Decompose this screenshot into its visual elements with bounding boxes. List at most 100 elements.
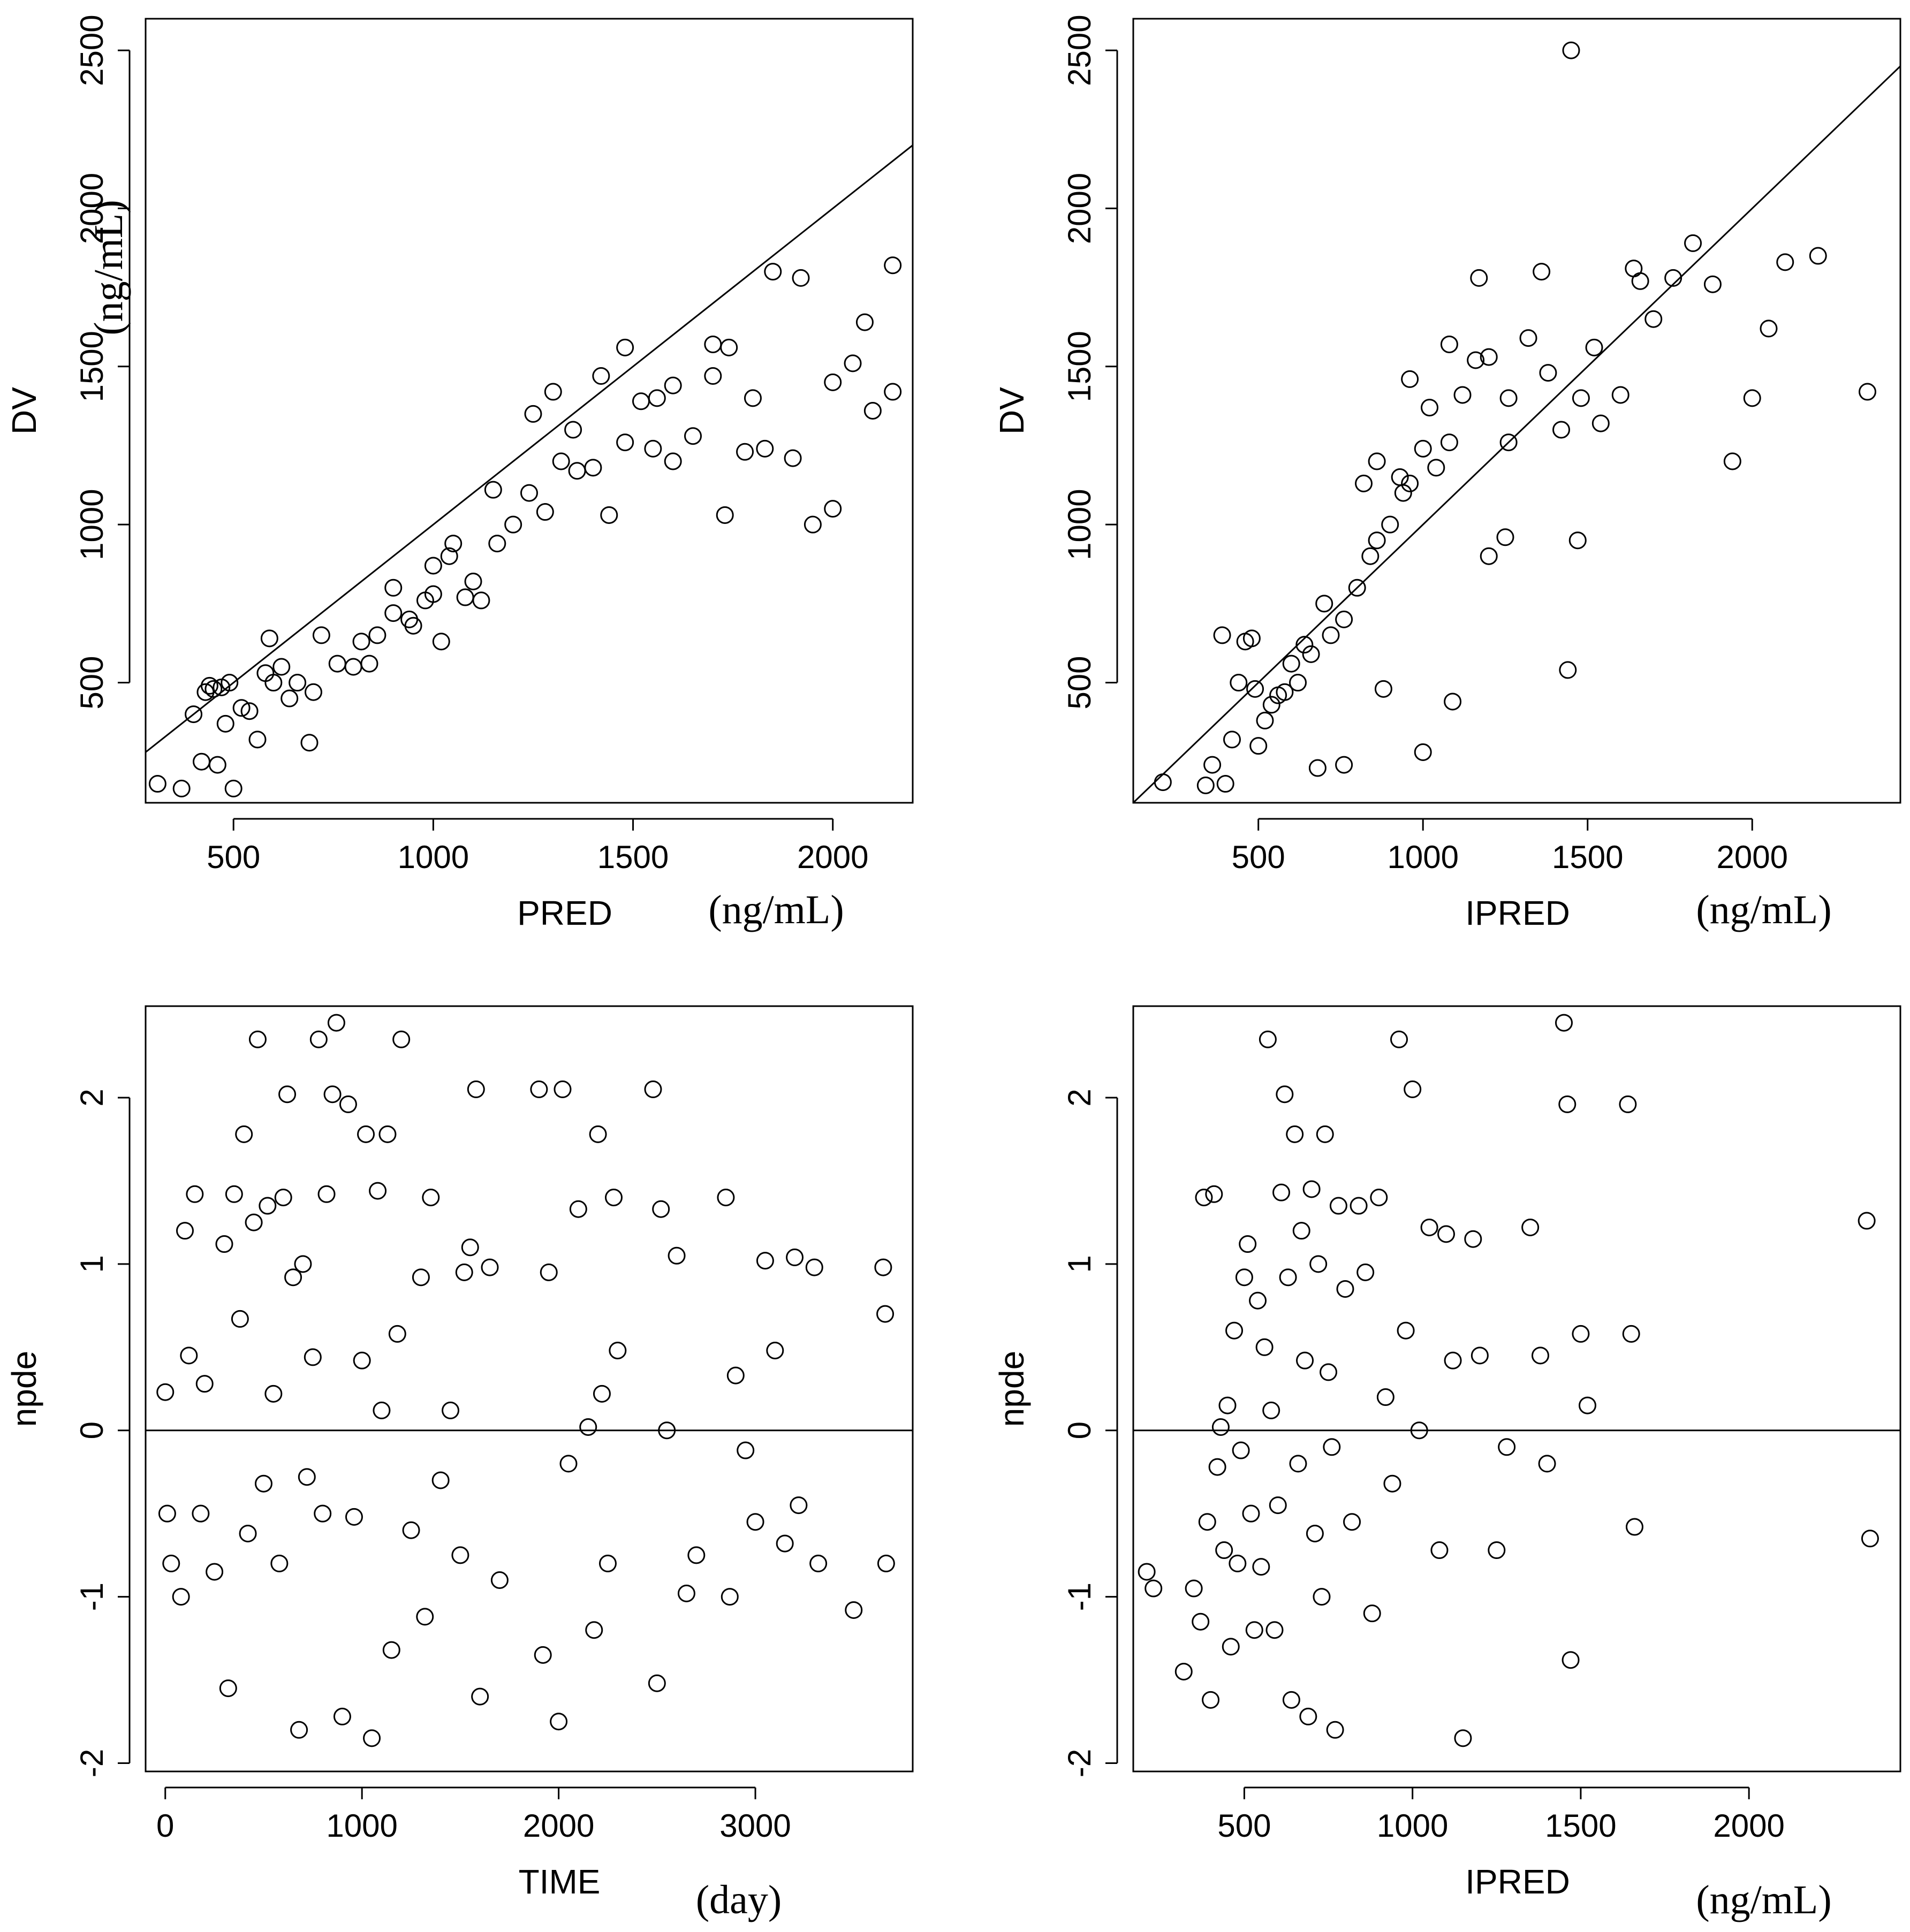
data-point — [1559, 661, 1577, 679]
x-tick-label: 3000 — [719, 1808, 791, 1844]
data-point — [1232, 1441, 1250, 1459]
data-point — [1296, 1351, 1314, 1370]
data-point — [1498, 1438, 1516, 1456]
data-point — [756, 1252, 774, 1270]
data-point — [1368, 452, 1386, 470]
data-point — [274, 1189, 292, 1206]
data-point — [216, 714, 234, 733]
data-point — [467, 1080, 485, 1098]
data-point — [1467, 351, 1485, 369]
data-point — [1390, 1030, 1408, 1048]
data-point — [1309, 1255, 1328, 1273]
y-tick-label: 2 — [74, 1089, 110, 1106]
data-point — [1368, 531, 1386, 550]
data-point — [1239, 1235, 1257, 1253]
data-point — [472, 591, 490, 610]
data-point — [1192, 1612, 1210, 1631]
data-point — [536, 503, 554, 521]
data-point — [1552, 421, 1571, 439]
data-point — [185, 705, 203, 724]
data-point — [245, 1213, 263, 1231]
data-point — [1256, 711, 1274, 729]
data-point — [1538, 1455, 1556, 1473]
data-point — [1664, 269, 1682, 287]
data-point — [1269, 1496, 1287, 1515]
data-point — [1205, 1185, 1223, 1203]
data-point — [855, 313, 874, 331]
data-point — [312, 626, 330, 644]
data-point — [1414, 743, 1432, 761]
data-point — [224, 779, 242, 797]
data-point — [206, 1563, 224, 1581]
data-point — [584, 459, 602, 477]
data-point — [344, 658, 362, 676]
data-point — [1591, 414, 1610, 432]
y-tick-label: 2000 — [1062, 173, 1097, 244]
data-point — [384, 604, 403, 622]
data-point — [524, 405, 542, 423]
data-point — [658, 1421, 676, 1440]
data-point — [824, 500, 842, 518]
data-point — [1421, 399, 1439, 417]
data-point — [1145, 1579, 1163, 1598]
data-point — [1348, 579, 1366, 597]
data-point — [1289, 674, 1307, 692]
data-point — [424, 557, 442, 575]
data-point — [1383, 1474, 1401, 1493]
data-point — [1361, 547, 1380, 565]
data-point — [550, 1713, 568, 1731]
data-point — [488, 535, 506, 553]
data-point — [442, 1401, 460, 1419]
data-point — [240, 702, 259, 720]
data-point — [278, 1085, 297, 1104]
y-tick-label: 0 — [74, 1421, 110, 1439]
data-point — [382, 1641, 400, 1659]
data-point — [600, 506, 618, 524]
data-point — [432, 633, 450, 651]
data-point — [1249, 737, 1268, 755]
data-point — [345, 1508, 363, 1526]
data-point — [677, 1584, 695, 1602]
data-point — [744, 389, 762, 407]
y-tick-label: 2500 — [74, 14, 110, 86]
y-axis-title: DV — [5, 387, 43, 435]
data-point — [300, 734, 319, 752]
data-point — [552, 452, 570, 470]
data-point — [1356, 1263, 1375, 1281]
y-tick-label: 500 — [74, 656, 110, 709]
y-tick-label: 1000 — [74, 489, 110, 560]
data-point — [388, 1325, 406, 1343]
y-axis-title: npde — [992, 1351, 1031, 1427]
data-point — [284, 1268, 302, 1287]
data-point — [1272, 1183, 1291, 1201]
data-point — [1625, 1518, 1643, 1536]
data-point — [378, 1125, 397, 1143]
data-point — [195, 1375, 214, 1393]
data-point — [1420, 1218, 1438, 1236]
plot-frame — [1132, 1005, 1901, 1773]
data-point — [1265, 1621, 1284, 1639]
data-point — [1381, 515, 1399, 534]
data-point — [264, 1385, 283, 1403]
data-point — [721, 1588, 739, 1606]
data-point — [424, 585, 442, 603]
data-point — [1292, 1222, 1310, 1240]
data-point — [805, 1258, 823, 1276]
data-point — [1539, 364, 1557, 382]
data-point — [804, 515, 822, 534]
data-point — [1470, 269, 1488, 287]
panel-bottom-right: 500 1000 1500 2000 -2 -1 0 1 2 IPRED npde (ng/mL) — [992, 1005, 1901, 1922]
data-point — [289, 674, 307, 692]
data-point — [1196, 777, 1215, 795]
data-point — [1154, 773, 1172, 792]
data-point — [1323, 1438, 1341, 1456]
data-point — [1255, 1338, 1274, 1356]
data-point — [1499, 433, 1518, 452]
data-point — [1519, 329, 1537, 347]
data-point — [1861, 1530, 1879, 1548]
data-point — [248, 1030, 267, 1048]
identity-line — [1133, 65, 1900, 803]
data-point — [339, 1095, 357, 1113]
data-point — [845, 1601, 863, 1619]
data-point — [1480, 348, 1498, 366]
